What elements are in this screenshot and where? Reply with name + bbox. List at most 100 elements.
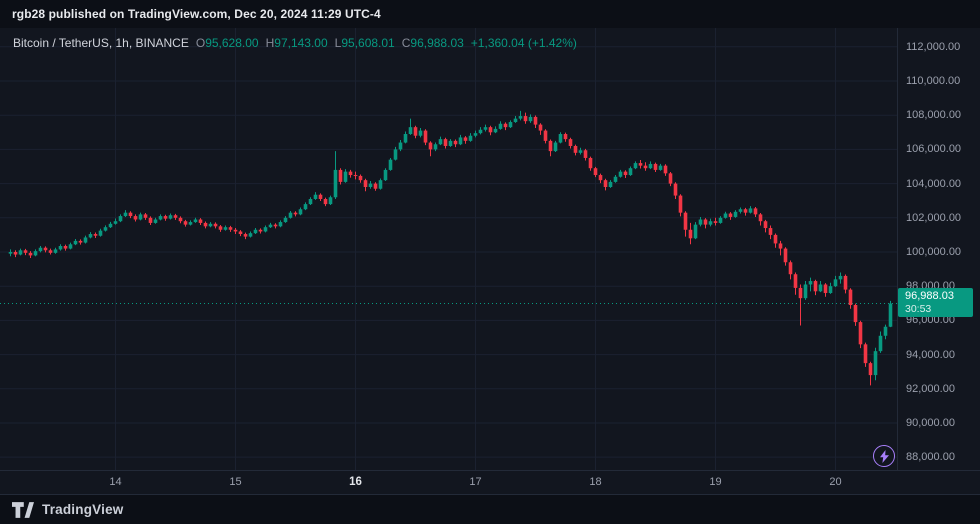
candle [823, 283, 828, 297]
candle [248, 231, 253, 238]
candle [513, 116, 518, 123]
candle [133, 214, 138, 222]
change-value: +1,360.04 (+1.42%) [470, 36, 577, 50]
candle [733, 210, 738, 218]
candle [408, 118, 413, 135]
tradingview-logo[interactable]: TradingView [12, 501, 124, 518]
candle [818, 281, 823, 293]
candle [688, 222, 693, 245]
candle [303, 202, 308, 211]
candle [228, 225, 233, 232]
candle [168, 213, 173, 220]
candle [423, 129, 428, 146]
candle [163, 214, 168, 221]
time-axis-label: 20 [829, 476, 842, 488]
price-axis-label: 88,000.00 [906, 451, 955, 464]
candle [73, 238, 78, 246]
candle [548, 139, 553, 157]
candle [468, 133, 473, 142]
chart-legend[interactable]: Bitcoin / TetherUS, 1h, BINANCE O95,628.0… [13, 36, 577, 50]
tradingview-wordmark: TradingView [42, 502, 124, 517]
candle [878, 331, 883, 353]
price-axis-label: 100,000.00 [906, 245, 962, 258]
candlestick-chart[interactable] [0, 28, 897, 470]
candle [723, 211, 728, 219]
candle [53, 247, 58, 254]
candle [453, 139, 458, 148]
candle [508, 120, 513, 129]
candle [378, 178, 383, 190]
candle [843, 274, 848, 294]
candle [123, 210, 128, 217]
price-axis-label: 104,000.00 [906, 177, 962, 190]
candle [683, 211, 688, 237]
candle [758, 213, 763, 226]
candle [358, 174, 363, 183]
candle [463, 136, 468, 144]
candle [333, 151, 338, 199]
candle [58, 244, 63, 251]
boost-button[interactable] [873, 445, 895, 467]
candle [633, 161, 638, 170]
candle [648, 161, 653, 170]
candle [393, 146, 398, 161]
candle [318, 193, 323, 202]
current-price-badge: 96,988.03 30:53 [898, 288, 973, 318]
candle [573, 144, 578, 156]
candle [578, 147, 583, 155]
candle [348, 169, 353, 178]
candle [558, 132, 563, 144]
candle [623, 170, 628, 178]
candle [273, 223, 278, 229]
candle [833, 275, 838, 288]
candle [643, 162, 648, 171]
symbol-title: Bitcoin / TetherUS, 1h, BINANCE [13, 36, 189, 50]
close-value: 96,988.03 [410, 36, 464, 50]
candle [503, 122, 508, 131]
candle [583, 148, 588, 161]
price-axis-label: 94,000.00 [906, 348, 955, 361]
candle [128, 211, 133, 219]
time-axis-label: 16 [349, 476, 362, 488]
candle [783, 247, 788, 266]
tradingview-logo-icon [12, 501, 34, 518]
candle [488, 125, 493, 136]
candle [93, 232, 98, 238]
candle [458, 134, 463, 146]
candle [323, 197, 328, 207]
candle [523, 112, 528, 124]
price-axis[interactable]: 112,000.00 110,000.00 108,000.00 106,000.00… [897, 28, 980, 470]
candle [753, 207, 758, 217]
candle [593, 166, 598, 178]
candle [483, 124, 488, 132]
candle [413, 125, 418, 139]
candle [673, 182, 678, 199]
candle [28, 251, 33, 258]
price-axis-label: 96,000.00 [906, 314, 955, 327]
candle [178, 216, 183, 224]
candle [13, 250, 18, 258]
candle [708, 218, 713, 227]
candle [618, 169, 623, 178]
candle [363, 178, 368, 192]
candle [18, 248, 23, 256]
footer-bar: TradingView [0, 494, 980, 524]
candle [873, 347, 878, 381]
candle [448, 139, 453, 147]
candle [288, 210, 293, 219]
price-axis-label: 110,000.00 [906, 75, 961, 87]
candle [223, 225, 228, 231]
candle [528, 114, 533, 123]
candle [663, 164, 668, 176]
candle [118, 214, 123, 223]
price-axis-label: 90,000.00 [906, 416, 955, 429]
time-axis-label: 17 [469, 476, 482, 488]
candle [258, 228, 263, 234]
candle [103, 225, 108, 232]
time-axis-label: 19 [709, 476, 722, 488]
time-axis[interactable]: 14 15 16 17 18 19 20 [0, 470, 980, 494]
candle [383, 168, 388, 182]
candle [38, 246, 43, 253]
candle [828, 282, 833, 294]
